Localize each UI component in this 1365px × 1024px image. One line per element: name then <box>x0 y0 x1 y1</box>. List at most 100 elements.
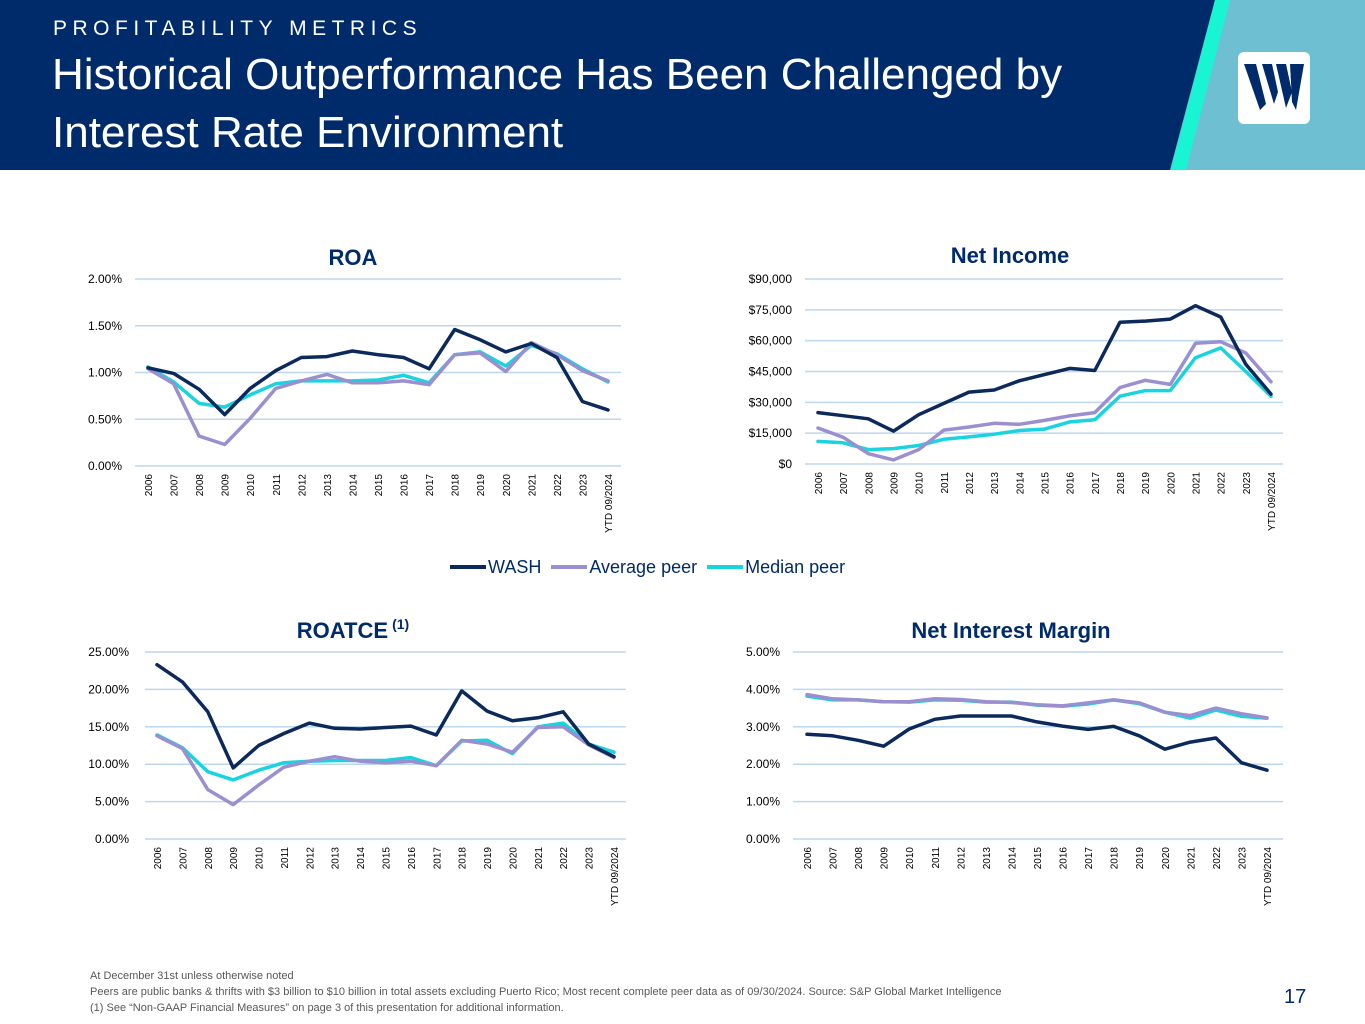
x-tick-label: 2010 <box>255 847 266 870</box>
chart-title-superscript: (1) <box>392 616 409 632</box>
x-tick-label: 2016 <box>1066 472 1077 495</box>
x-tick-label: YTD 09/2024 <box>1263 847 1274 906</box>
y-tick-label: 3.00% <box>746 720 780 734</box>
chart-net-interest-margin: Net Interest Margin 0.00% 1.00% 2.00% 3.00% 4… <box>746 618 1283 906</box>
legend-item-median-peer: Median peer <box>707 557 845 578</box>
x-tick-label: 2008 <box>864 472 875 495</box>
chart-title-roa: ROA <box>329 245 378 270</box>
legend-label-median-peer: Median peer <box>745 556 846 577</box>
x-tick-label: 2008 <box>204 847 215 870</box>
x-tick-label: 2020 <box>508 847 519 870</box>
footnote-peers: Peers are public banks & thrifts with $3… <box>90 986 1002 998</box>
x-tick-label: 2012 <box>956 847 967 870</box>
x-tick-label: 2022 <box>553 474 564 497</box>
x-tick-label: 2017 <box>425 474 436 497</box>
x-tick-label: 2011 <box>272 474 283 496</box>
y-tick-label: 0.00% <box>95 832 129 846</box>
y-tick-label: 15.00% <box>88 720 129 734</box>
x-tick-label: 2007 <box>170 474 181 497</box>
x-tick-label: 2008 <box>195 474 206 497</box>
chart-roa: ROA 0.00% 0.50% 1.00% 1.50% 2.00% 2006 2007 2008… <box>88 245 621 533</box>
x-tick-label: 2013 <box>323 474 334 497</box>
y-tick-label: 25.00% <box>88 645 129 659</box>
x-tick-label: 2014 <box>356 847 367 870</box>
y-tick-label: 1.00% <box>88 366 122 380</box>
series-line-wash <box>805 714 1269 772</box>
x-tick-label: 2011 <box>280 847 291 869</box>
x-tick-label: 2023 <box>578 474 589 497</box>
x-tick-label: 2007 <box>829 847 840 870</box>
x-tick-label: 2016 <box>407 847 418 870</box>
x-tick-label: 2021 <box>534 847 545 870</box>
x-tick-label: 2018 <box>1110 847 1121 870</box>
x-tick-label: 2022 <box>559 847 570 870</box>
y-tick-label: $60,000 <box>749 334 793 348</box>
series-line-average-peer <box>816 339 1273 462</box>
x-tick-label: 2016 <box>1059 847 1070 870</box>
x-tick-label: YTD 09/2024 <box>1267 472 1278 531</box>
chart-legend: WASH Average peer Median peer <box>450 554 851 580</box>
x-tick-label: 2015 <box>1041 472 1052 495</box>
x-tick-label: 2006 <box>814 472 825 495</box>
x-tick-label: 2010 <box>246 474 257 497</box>
x-tick-label: 2012 <box>305 847 316 870</box>
x-tick-label: 2014 <box>1015 472 1026 495</box>
series-line-wash <box>146 327 610 417</box>
x-tick-label: 2020 <box>502 474 513 497</box>
series-line-average-peer <box>805 692 1269 720</box>
chart-title-roatce: ROATCE (1) <box>297 616 409 643</box>
x-tick-label: 2018 <box>1116 472 1127 495</box>
section-kicker: PROFITABILITY METRICS <box>53 17 423 40</box>
company-logo <box>1238 52 1310 124</box>
slide-header: PROFITABILITY METRICS Historical Outperf… <box>0 0 1365 170</box>
x-tick-label: 2011 <box>940 472 951 494</box>
y-tick-label: 2.00% <box>88 272 122 286</box>
legend-swatch-wash <box>450 565 486 569</box>
x-tick-label: 2021 <box>527 474 538 497</box>
y-tick-label: 5.00% <box>95 795 129 809</box>
y-tick-label: 5.00% <box>746 645 780 659</box>
company-logo-icon <box>1244 64 1304 110</box>
x-tick-label: 2010 <box>915 472 926 495</box>
x-tick-label: 2018 <box>451 474 462 497</box>
series-line-wash <box>816 303 1273 433</box>
y-tick-label: 1.00% <box>746 795 780 809</box>
series-line-wash <box>155 662 616 770</box>
x-tick-label: 2015 <box>382 847 393 870</box>
legend-item-wash: WASH <box>450 557 541 578</box>
page-number: 17 <box>1284 986 1307 1008</box>
y-tick-label: 10.00% <box>88 757 129 771</box>
y-tick-label: $45,000 <box>749 365 793 379</box>
x-tick-label: 2009 <box>229 847 240 870</box>
x-tick-label: 2015 <box>374 474 385 497</box>
legend-item-average-peer: Average peer <box>551 557 697 578</box>
x-tick-label: 2013 <box>990 472 1001 495</box>
series-line-average-peer <box>155 725 616 807</box>
y-tick-label: 0.50% <box>88 412 122 426</box>
x-tick-label: 2021 <box>1186 847 1197 870</box>
x-tick-label: 2020 <box>1161 847 1172 870</box>
x-tick-label: 2018 <box>458 847 469 870</box>
x-tick-label: 2013 <box>982 847 993 870</box>
chart-title-net-interest-margin: Net Interest Margin <box>911 618 1110 643</box>
y-tick-label: 0.00% <box>746 832 780 846</box>
y-tick-label: $0 <box>779 457 793 471</box>
x-tick-label: 2007 <box>178 847 189 870</box>
y-tick-label: $15,000 <box>749 426 793 440</box>
legend-swatch-median-peer <box>707 565 744 569</box>
x-tick-label: 2007 <box>839 472 850 495</box>
y-tick-label: 20.00% <box>88 682 129 696</box>
footnote-non-gaap: (1) See “Non-GAAP Financial Measures” on… <box>90 1002 564 1014</box>
x-tick-label: 2011 <box>931 847 942 869</box>
header-background <box>0 0 1365 170</box>
chart-roatce: ROATCE (1) 0.00% 5.00% 10.00% 15.00% 20.00% 25.… <box>88 616 626 906</box>
x-tick-label: 2006 <box>803 847 814 870</box>
x-tick-label: 2017 <box>1084 847 1095 870</box>
y-tick-label: $75,000 <box>749 303 793 317</box>
x-tick-label: 2006 <box>144 474 155 497</box>
x-tick-label: 2019 <box>1135 847 1146 870</box>
legend-label-wash: WASH <box>488 556 542 577</box>
x-tick-label: 2009 <box>890 472 901 495</box>
x-tick-label: 2022 <box>1217 472 1228 495</box>
footnotes: At December 31st unless otherwise noted … <box>90 968 1240 1016</box>
